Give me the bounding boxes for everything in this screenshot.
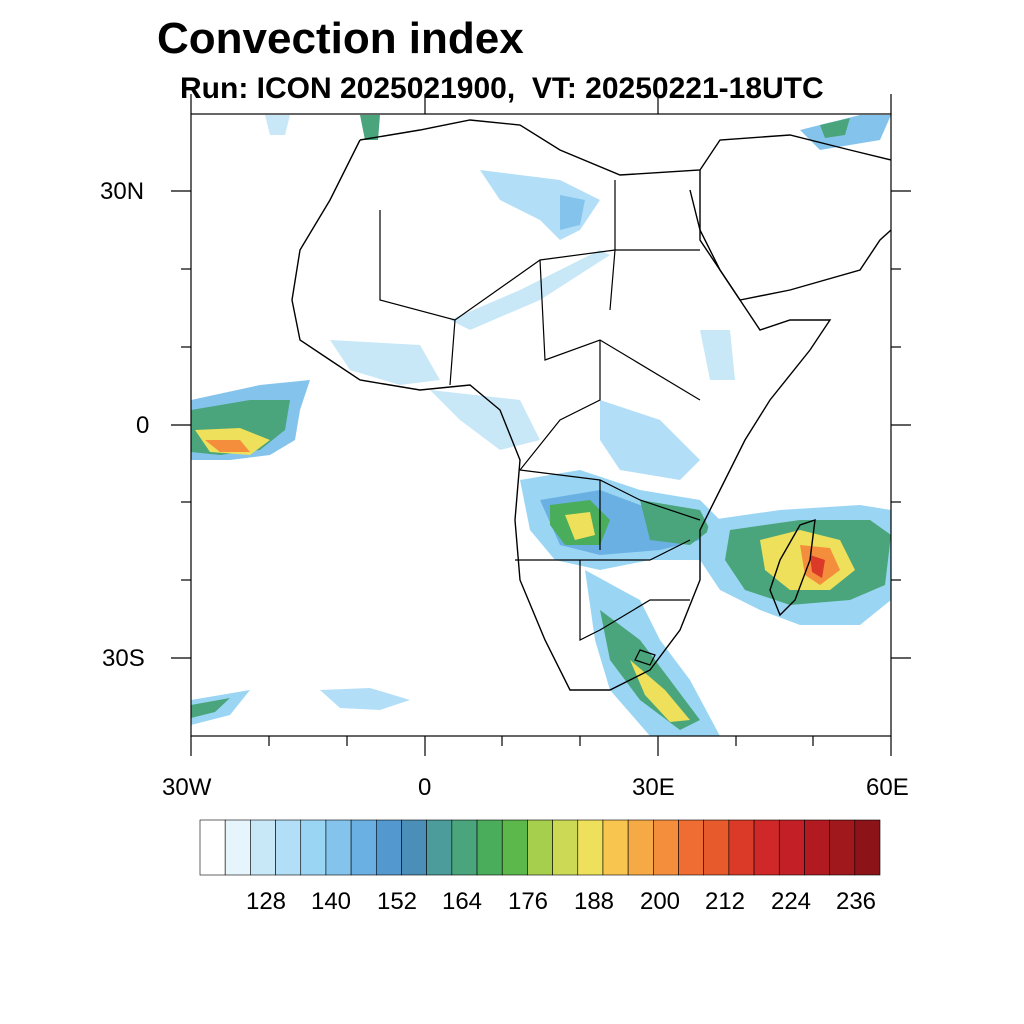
lon-label-60e: 60E xyxy=(866,774,909,801)
colorbar-tick-label: 128 xyxy=(245,888,287,915)
lat-label-30s: 30S xyxy=(102,645,145,672)
colorbar-swatch xyxy=(653,819,679,876)
borders xyxy=(379,180,701,666)
colorbar-swatch xyxy=(350,819,377,876)
blob-gulf-guinea xyxy=(430,390,540,450)
map-ticks xyxy=(171,94,911,756)
colorbar-tick-label: 164 xyxy=(441,888,483,915)
blob-southwest xyxy=(191,690,250,725)
colorbar-swatch xyxy=(627,819,654,876)
chart-subtitle: Run: ICON 2025021900, VT: 20250221-18UTC xyxy=(180,72,824,105)
blob-madagascar xyxy=(700,505,891,625)
colorbar-swatch xyxy=(552,819,579,876)
colorbar xyxy=(199,819,881,876)
blob-central-africa xyxy=(520,470,720,570)
blob-middle-east-core xyxy=(820,118,850,138)
colorbar-tick-label: 140 xyxy=(310,888,352,915)
colorbar-swatch xyxy=(804,819,830,876)
colorbar-swatch xyxy=(426,819,453,876)
lon-label-0: 0 xyxy=(418,774,432,801)
colorbar-swatch xyxy=(678,819,705,876)
blob-iberia xyxy=(360,115,380,140)
blob-sahara-band xyxy=(450,170,610,330)
blob-south-africa xyxy=(585,570,720,736)
colorbar-swatch xyxy=(224,819,251,876)
colorbar-swatch xyxy=(501,819,528,876)
colorbar-tick-label: 176 xyxy=(507,888,549,915)
colorbar-swatch xyxy=(451,819,478,876)
lon-label-30e: 30E xyxy=(632,774,675,801)
colorbar-swatch xyxy=(829,819,856,876)
colorbar-swatch xyxy=(250,819,276,876)
colorbar-swatch xyxy=(778,819,805,876)
colorbar-tick-label: 188 xyxy=(573,888,615,915)
colorbar-swatch xyxy=(275,819,302,876)
colorbar-swatch xyxy=(703,819,730,876)
colorbar-swatch xyxy=(300,819,327,876)
blob-south-atlantic xyxy=(320,688,410,710)
colorbar-swatch xyxy=(199,819,226,876)
colorbar-swatch xyxy=(325,819,352,876)
blob-ethiopia xyxy=(700,330,735,380)
colorbar-swatch xyxy=(476,819,503,876)
convection-field xyxy=(191,115,891,736)
colorbar-swatch xyxy=(602,819,629,876)
colorbar-tick-label: 212 xyxy=(704,888,746,915)
colorbar-swatch xyxy=(577,819,604,876)
lat-label-0: 0 xyxy=(136,412,150,439)
blob-north-atlantic xyxy=(265,115,290,135)
chart-title: Convection index xyxy=(157,14,524,63)
lon-label-30w: 30W xyxy=(162,774,212,801)
colorbar-swatch xyxy=(728,819,755,876)
colorbar-swatch xyxy=(527,819,553,876)
coastlines xyxy=(291,119,891,691)
colorbar-tick-label: 152 xyxy=(376,888,418,915)
blob-west-africa xyxy=(330,340,440,385)
colorbar-swatch xyxy=(753,819,780,876)
colorbar-tick-label: 236 xyxy=(835,888,877,915)
colorbar-tick-label: 224 xyxy=(770,888,812,915)
blob-atlantic-equator xyxy=(191,380,310,460)
colorbar-swatch xyxy=(375,819,402,876)
blob-east-africa xyxy=(600,400,700,480)
lat-label-30n: 30N xyxy=(100,178,145,205)
colorbar-swatch xyxy=(854,819,881,876)
colorbar-tick-label: 200 xyxy=(639,888,681,915)
colorbar-swatch xyxy=(401,819,427,876)
